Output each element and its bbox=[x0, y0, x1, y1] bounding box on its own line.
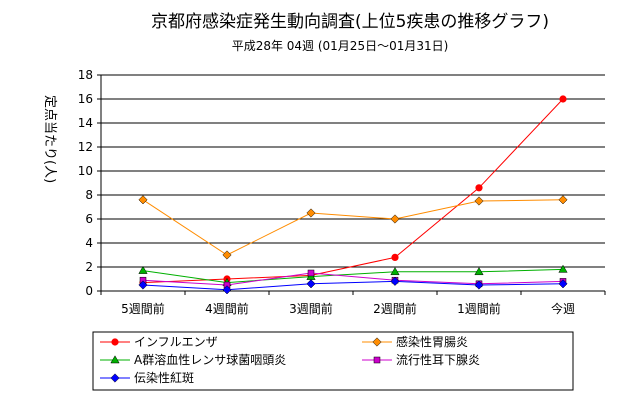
y-tick-label: 8 bbox=[85, 188, 93, 202]
legend-label: 流行性耳下腺炎 bbox=[396, 353, 480, 367]
series-4 bbox=[138, 276, 568, 295]
legend-item: A群溶血性レンサ球菌咽頭炎 bbox=[100, 352, 286, 367]
data-point bbox=[474, 267, 484, 276]
legend-marker bbox=[111, 338, 119, 346]
data-point bbox=[138, 195, 148, 205]
data-point bbox=[391, 253, 399, 261]
legend-label: 伝染性紅斑 bbox=[134, 370, 194, 385]
y-tick-label: 6 bbox=[85, 212, 93, 226]
gridlines bbox=[101, 74, 605, 292]
data-point bbox=[475, 184, 483, 192]
x-tick-label: 今週 bbox=[551, 301, 575, 316]
series-line bbox=[142, 280, 564, 291]
legend-label: 感染性胃腸炎 bbox=[396, 334, 468, 349]
y-tick-label: 16 bbox=[78, 92, 93, 106]
legend-marker bbox=[110, 355, 120, 364]
data-point bbox=[306, 279, 316, 289]
series-line bbox=[142, 98, 564, 284]
data-point bbox=[558, 195, 568, 205]
data-point bbox=[558, 264, 568, 273]
series-line bbox=[142, 199, 564, 256]
legend-box bbox=[92, 331, 574, 391]
y-tick-label: 18 bbox=[78, 68, 93, 82]
data-point bbox=[307, 269, 315, 277]
data-point bbox=[559, 95, 567, 103]
series-line bbox=[142, 268, 564, 284]
data-point bbox=[390, 214, 400, 224]
x-tick-label: 5週間前 bbox=[121, 301, 165, 316]
series-layer bbox=[138, 95, 568, 295]
data-point bbox=[390, 267, 400, 276]
y-tick-label: 4 bbox=[85, 236, 93, 250]
data-point bbox=[474, 280, 484, 290]
x-tick-label: 2週間前 bbox=[373, 301, 417, 316]
legend-item: 流行性耳下腺炎 bbox=[362, 353, 480, 367]
legend-marker bbox=[373, 356, 381, 364]
series-0 bbox=[139, 95, 567, 287]
legend-marker bbox=[110, 373, 120, 383]
y-tick-label: 0 bbox=[85, 284, 93, 298]
x-tick-label: 3週間前 bbox=[289, 301, 333, 316]
data-point bbox=[306, 208, 316, 218]
y-axis-label: 定点当たり(人) bbox=[42, 95, 57, 183]
legend-label: A群溶血性レンサ球菌咽頭炎 bbox=[134, 352, 286, 367]
series-line bbox=[142, 272, 564, 286]
data-point bbox=[222, 250, 232, 260]
data-point bbox=[138, 280, 148, 290]
y-tick-label: 14 bbox=[78, 116, 93, 130]
axes bbox=[97, 74, 606, 295]
legend-item: 感染性胃腸炎 bbox=[362, 334, 468, 349]
tick-labels: 0 2 4 6 8 10 12 14 16 18 5週間前 4週間前 3週間前 2週間前 1週間前 今週 bbox=[78, 68, 575, 316]
x-tick-label: 4週間前 bbox=[205, 301, 249, 316]
data-point bbox=[390, 276, 400, 286]
x-tick-label: 1週間前 bbox=[457, 301, 501, 316]
legend-item: 伝染性紅斑 bbox=[100, 370, 194, 385]
legend-label: インフルエンザ bbox=[134, 335, 218, 349]
series-1 bbox=[138, 195, 568, 260]
data-point bbox=[222, 285, 232, 295]
y-tick-label: 12 bbox=[78, 140, 93, 154]
data-point bbox=[474, 196, 484, 206]
data-point bbox=[138, 265, 148, 274]
legend-marker bbox=[372, 337, 382, 347]
y-tick-label: 10 bbox=[78, 164, 93, 178]
legend-item: インフルエンザ bbox=[100, 335, 218, 349]
chart-title: 京都府感染症発生動向調査(上位5疾患の推移グラフ) bbox=[151, 12, 549, 32]
chart-subtitle: 平成28年 04週 (01月25日～01月31日) bbox=[232, 39, 449, 53]
y-tick-label: 2 bbox=[85, 260, 93, 274]
data-point bbox=[558, 279, 568, 289]
